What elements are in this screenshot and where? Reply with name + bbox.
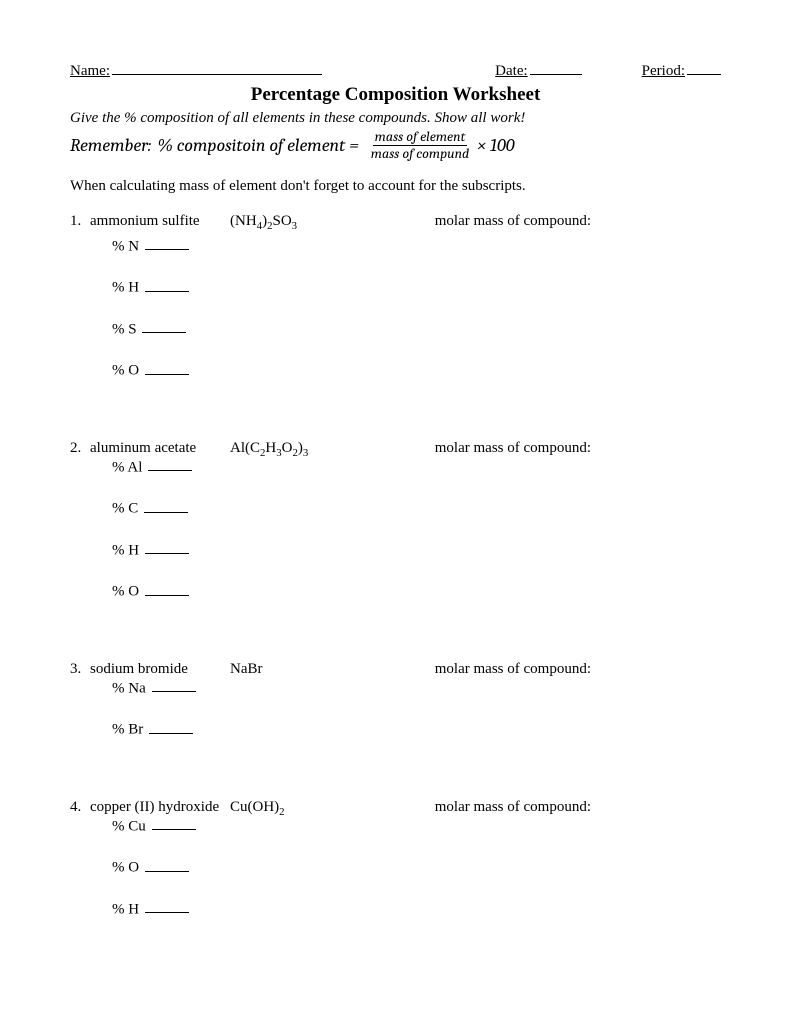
problem-number: 3.: [70, 661, 90, 678]
worksheet-title: Percentage Composition Worksheet: [70, 84, 721, 106]
element-label: % Br: [112, 722, 147, 738]
problem-head: 1.ammonium sulfite(NH4)2SO3 molar mass of…: [70, 213, 721, 230]
element-list: % Cu % O % H: [112, 816, 721, 919]
element-row: % Br: [112, 719, 721, 739]
problem-head: 2.aluminum acetateAl(C2H3O2)3 molar mass …: [70, 440, 721, 457]
date-label: Date:: [495, 63, 527, 80]
element-label: % S: [112, 321, 140, 337]
element-label: % Al: [112, 459, 146, 475]
element-blank[interactable]: [145, 581, 189, 596]
element-blank[interactable]: [144, 498, 188, 513]
element-row: % O: [112, 581, 721, 601]
element-label: % Cu: [112, 818, 150, 834]
element-blank[interactable]: [145, 857, 189, 872]
element-label: % C: [112, 501, 142, 517]
problems-container: 1.ammonium sulfite(NH4)2SO3 molar mass of…: [70, 213, 721, 919]
element-blank[interactable]: [149, 719, 193, 734]
element-row: % N: [112, 236, 721, 256]
compound-name: aluminum acetate: [90, 440, 230, 457]
formula-numerator: mass of element: [373, 129, 468, 146]
compound-name: ammonium sulfite: [90, 213, 230, 230]
element-row: % Al: [112, 457, 721, 477]
element-label: % H: [112, 901, 143, 917]
element-label: % Na: [112, 680, 150, 696]
period-label: Period:: [642, 63, 685, 80]
problem-number: 4.: [70, 799, 90, 816]
instructions-text: Give the % composition of all elements i…: [70, 110, 721, 127]
molar-mass-label: molar mass of compound:: [435, 213, 721, 230]
element-label: % H: [112, 542, 143, 558]
compound-formula: Cu(OH)2: [230, 799, 350, 816]
element-blank[interactable]: [145, 899, 189, 914]
element-row: % H: [112, 540, 721, 560]
element-blank[interactable]: [142, 319, 186, 334]
compound-formula: NaBr: [230, 661, 350, 678]
problem-head: 3.sodium bromideNaBr molar mass of compou…: [70, 661, 721, 678]
formula-line: Remember: % compositoin of element = mas…: [70, 129, 721, 162]
element-label: % H: [112, 280, 143, 296]
element-list: % Al % C % H % O: [112, 457, 721, 601]
element-label: % N: [112, 238, 143, 254]
element-list: % N % H % S % O: [112, 236, 721, 380]
formula-denominator: mass of compund: [369, 146, 471, 162]
problem-number: 1.: [70, 213, 90, 230]
element-list: % Na % Br: [112, 678, 721, 739]
name-label: Name:: [70, 63, 110, 80]
element-blank[interactable]: [152, 678, 196, 693]
molar-mass-label: molar mass of compound:: [435, 799, 721, 816]
compound-name: copper (II) hydroxide: [90, 799, 230, 816]
formula-fraction: mass of element mass of compund: [369, 129, 471, 162]
formula-prefix: Remember:: [70, 135, 151, 156]
element-row: % C: [112, 498, 721, 518]
element-blank[interactable]: [145, 540, 189, 555]
problem-number: 2.: [70, 440, 90, 457]
element-row: % O: [112, 360, 721, 380]
element-row: % Na: [112, 678, 721, 698]
element-label: % O: [112, 363, 143, 379]
element-row: % Cu: [112, 816, 721, 836]
element-row: % H: [112, 899, 721, 919]
header-line: Name: Date: Period:: [70, 60, 721, 80]
element-row: % H: [112, 277, 721, 297]
formula-times: × 100: [477, 135, 514, 156]
problem: 3.sodium bromideNaBr molar mass of compou…: [70, 661, 721, 739]
element-blank[interactable]: [145, 277, 189, 292]
problem: 1.ammonium sulfite(NH4)2SO3 molar mass of…: [70, 213, 721, 380]
problem: 2.aluminum acetateAl(C2H3O2)3 molar mass …: [70, 440, 721, 601]
element-label: % O: [112, 860, 143, 876]
element-row: % O: [112, 857, 721, 877]
compound-formula: (NH4)2SO3: [230, 213, 350, 230]
element-label: % O: [112, 584, 143, 600]
compound-formula: Al(C2H3O2)3: [230, 440, 350, 457]
formula-lhs: % compositoin of element =: [157, 135, 358, 156]
worksheet-page: Name: Date: Period: Percentage Compositi…: [0, 0, 791, 1024]
element-blank[interactable]: [152, 816, 196, 831]
element-blank[interactable]: [148, 457, 192, 472]
molar-mass-label: molar mass of compound:: [435, 661, 721, 678]
element-row: % S: [112, 319, 721, 339]
problem-head: 4.copper (II) hydroxideCu(OH)2 molar mass…: [70, 799, 721, 816]
name-blank[interactable]: [112, 60, 322, 75]
element-blank[interactable]: [145, 236, 189, 251]
problem: 4.copper (II) hydroxideCu(OH)2 molar mass…: [70, 799, 721, 919]
molar-mass-label: molar mass of compound:: [435, 440, 721, 457]
subscript-note: When calculating mass of element don't f…: [70, 178, 721, 195]
compound-name: sodium bromide: [90, 661, 230, 678]
element-blank[interactable]: [145, 360, 189, 375]
period-blank[interactable]: [687, 60, 721, 75]
date-blank[interactable]: [530, 60, 582, 75]
